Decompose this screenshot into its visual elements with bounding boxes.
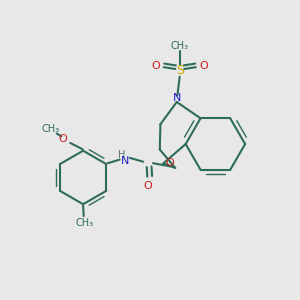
Text: O: O [143, 182, 152, 191]
Text: CH₃: CH₃ [75, 218, 93, 228]
Text: O: O [59, 134, 68, 144]
Text: O: O [151, 61, 160, 71]
Text: O: O [166, 158, 174, 168]
Text: O: O [200, 61, 208, 71]
Text: CH₃: CH₃ [42, 124, 60, 134]
Text: N: N [121, 156, 129, 166]
Text: H: H [118, 150, 125, 160]
Text: CH₃: CH₃ [171, 41, 189, 51]
Text: N: N [172, 93, 181, 103]
Text: S: S [176, 64, 184, 77]
